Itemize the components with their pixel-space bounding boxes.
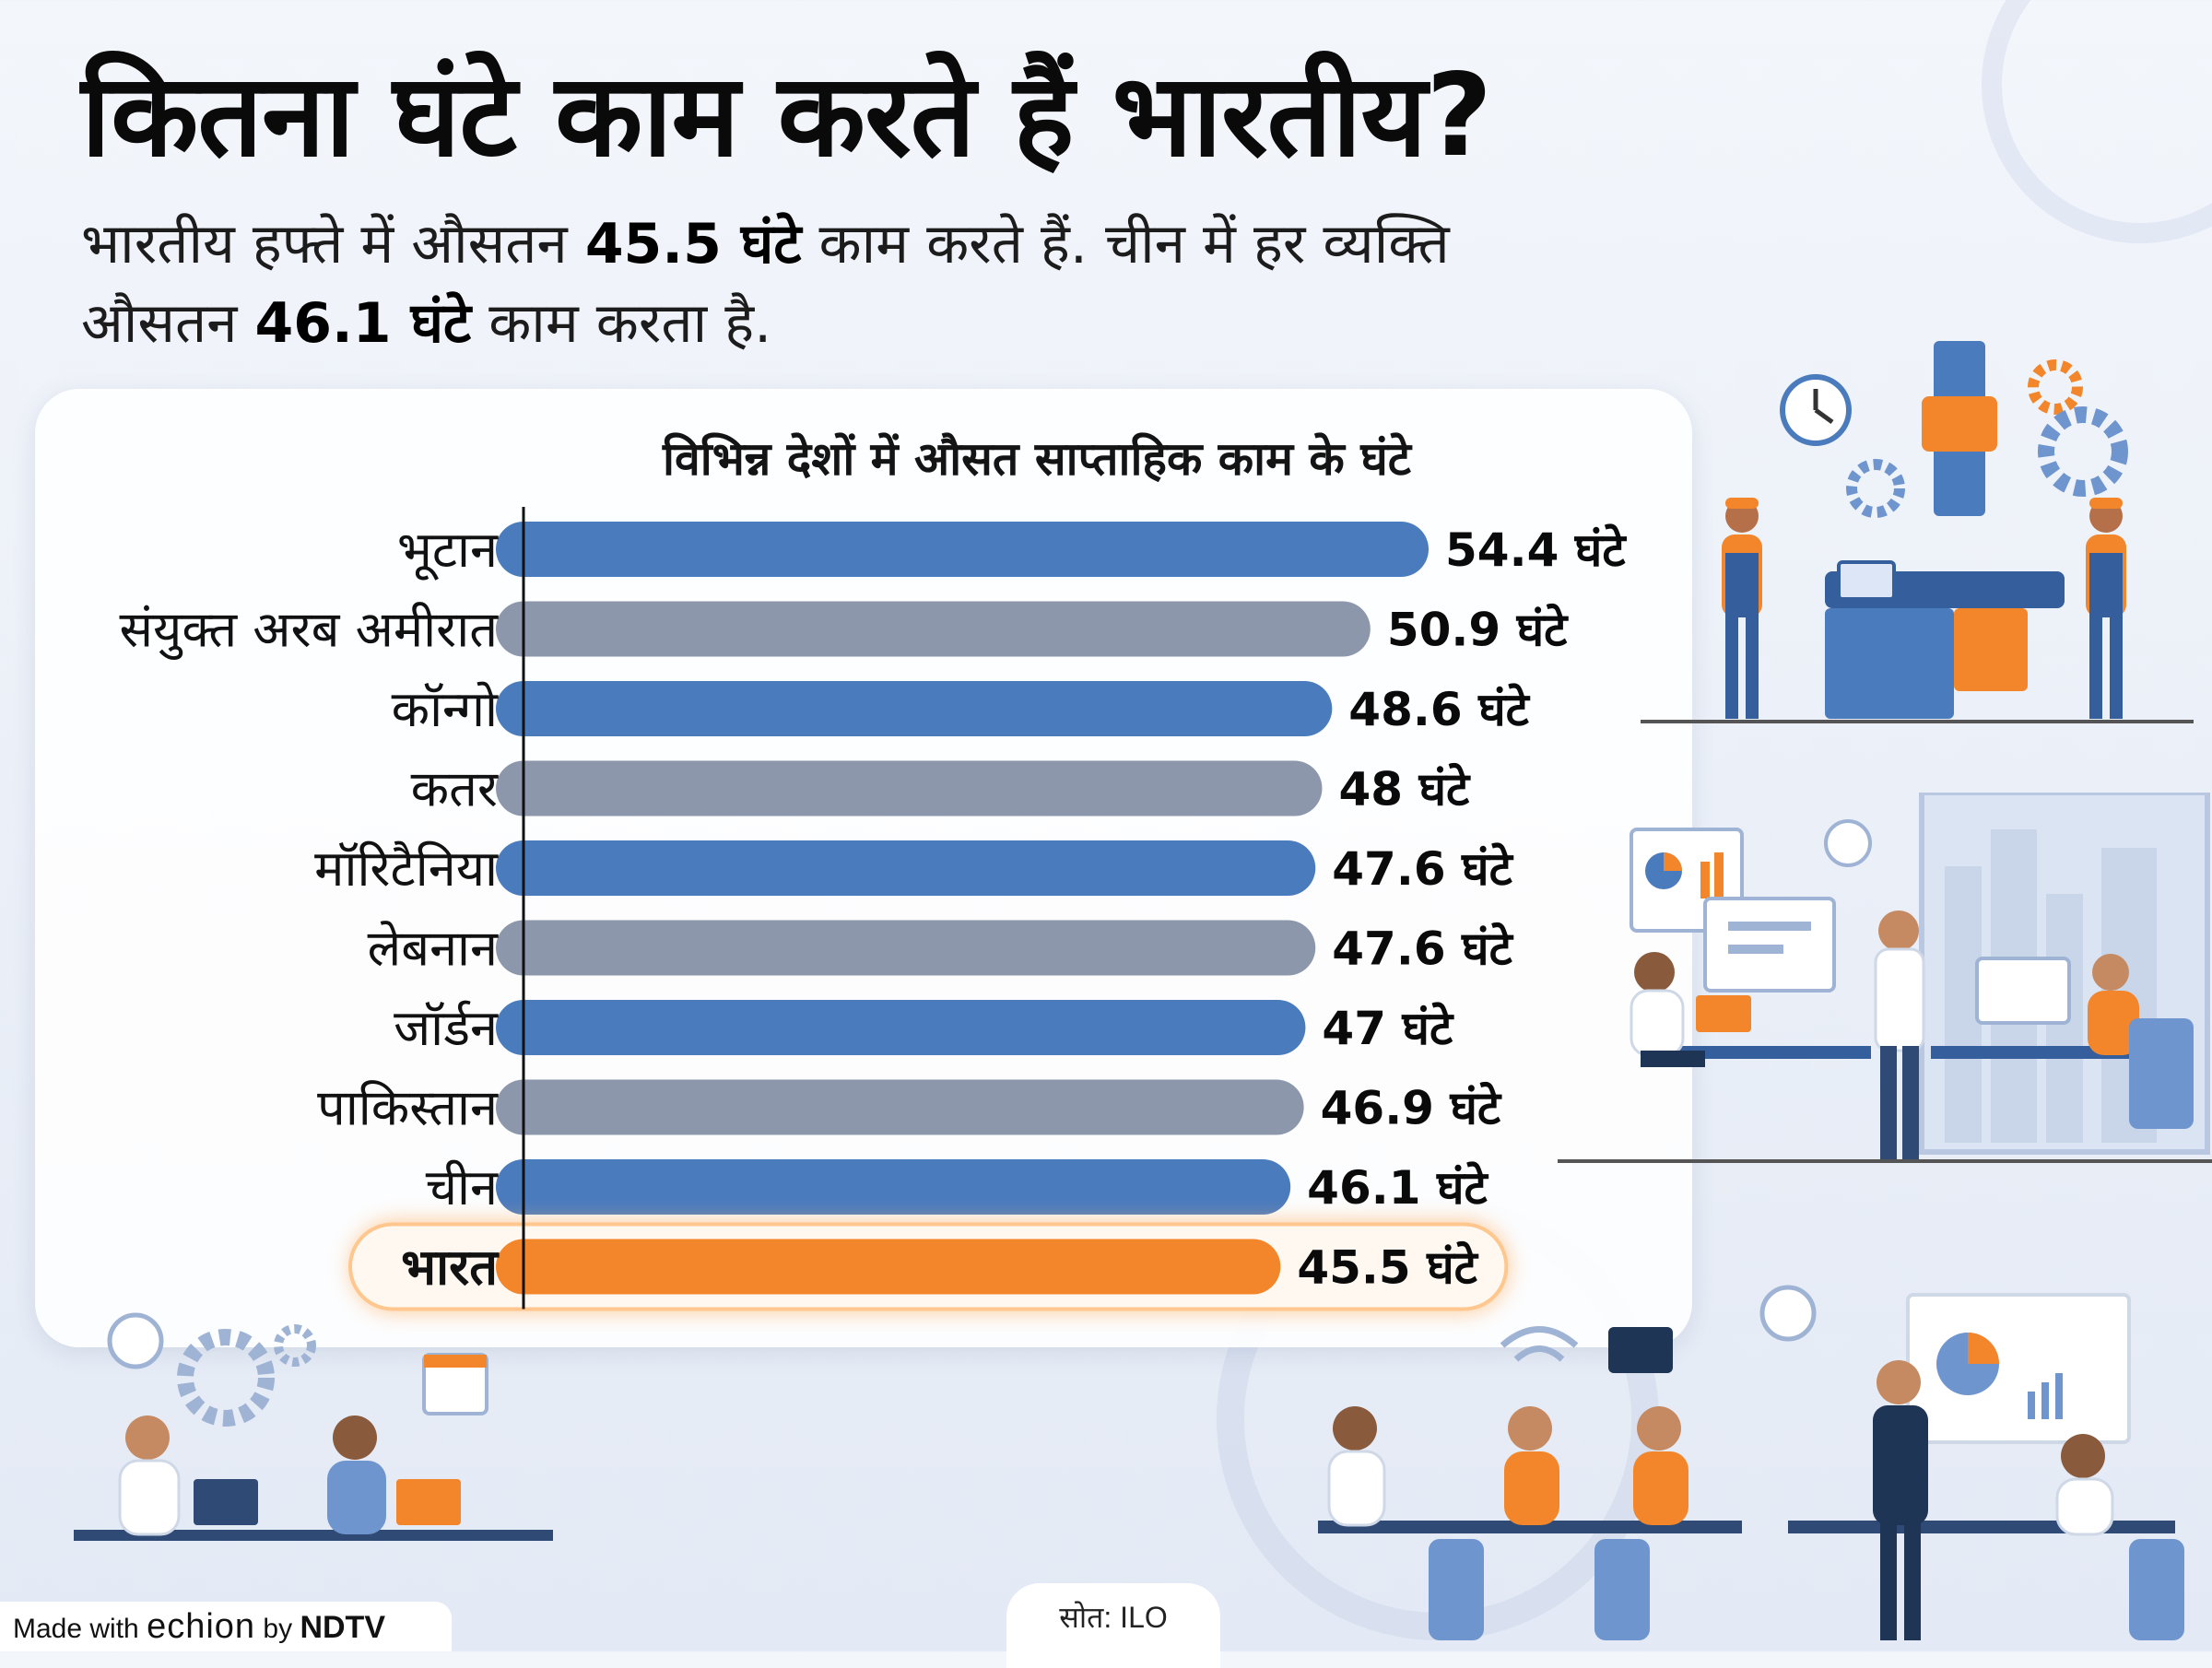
bar-0 <box>496 522 1429 577</box>
gear-icon <box>1846 459 1905 518</box>
value-label: 48.6 घंटे <box>1348 683 1530 736</box>
office-workers-illustration <box>1558 793 2212 1163</box>
gear-icon <box>2028 359 2083 415</box>
category-label: मॉरिटैनिया <box>314 840 499 898</box>
category-label: कॉन्गो <box>392 680 499 738</box>
bar-8 <box>496 1159 1291 1215</box>
value-label: 45.5 घंटे <box>1297 1241 1478 1295</box>
footer-credit: Made with echion by NDTV <box>0 1602 452 1651</box>
echion-logo: echion <box>147 1607 256 1646</box>
clock-icon <box>1759 1285 1817 1342</box>
bar-3 <box>496 760 1323 816</box>
category-label: चीन <box>426 1158 499 1216</box>
page-title: कितना घंटे काम करते हैं भारतीय? <box>81 50 1492 182</box>
subtitle-line-2: औसतन 46.1 घंटे काम करता है. <box>81 291 772 356</box>
factory-workers-illustration <box>1641 341 2194 723</box>
gear-icon <box>2038 406 2128 497</box>
gear-icon <box>274 1324 316 1367</box>
value-label: 46.1 घंटे <box>1307 1161 1488 1215</box>
value-label: 46.9 घंटे <box>1321 1082 1502 1135</box>
category-label: भारत <box>401 1239 500 1297</box>
made-with-text: Made with <box>13 1614 139 1644</box>
by-text: by <box>263 1614 293 1644</box>
value-label: 47.6 घंटे <box>1332 922 1513 976</box>
category-label: संयुक्त अरब अमीरात <box>120 601 500 661</box>
bar-7 <box>496 1079 1304 1135</box>
category-label: लेबनान <box>368 920 499 978</box>
value-label: 47 घंटे <box>1322 1002 1454 1055</box>
category-label: कतर <box>411 760 499 818</box>
category-label: भूटान <box>397 521 499 581</box>
briefcase-icon <box>1608 1327 1673 1373</box>
subtitle-line-1: भारतीय हफ्ते में औसतन 45.5 घंटे काम करते… <box>81 212 1450 276</box>
value-label: 48 घंटे <box>1338 763 1471 816</box>
ndtv-logo: NDTV <box>300 1610 385 1645</box>
source-label: सोत: ILO <box>1006 1583 1220 1668</box>
page-subtitle: भारतीय हफ्ते में औसतन 45.5 घंटे काम करते… <box>81 205 1648 363</box>
clock-icon <box>107 1312 164 1369</box>
bar-5 <box>496 920 1316 976</box>
gear-icon <box>177 1329 275 1427</box>
bar-9 <box>496 1239 1281 1295</box>
clock-icon <box>1824 819 1872 867</box>
team-meeting-illustration <box>1318 1285 2184 1640</box>
bar-2 <box>496 681 1333 736</box>
wifi-icon <box>1500 1326 1579 1348</box>
bar-1 <box>496 601 1371 657</box>
remote-workers-illustration <box>74 1312 553 1541</box>
chart-title: विभिन्न देशों में औसत साप्ताहिक काम के घ… <box>663 432 1411 486</box>
value-label: 47.6 घंटे <box>1332 842 1513 896</box>
category-label: जॉर्डन <box>394 999 499 1057</box>
bar-4 <box>496 840 1316 896</box>
value-label: 54.4 घंटे <box>1445 523 1627 577</box>
value-label: 50.9 घंटे <box>1387 604 1569 657</box>
category-label: पाकिस्तान <box>317 1079 499 1137</box>
bar-6 <box>496 1000 1306 1055</box>
